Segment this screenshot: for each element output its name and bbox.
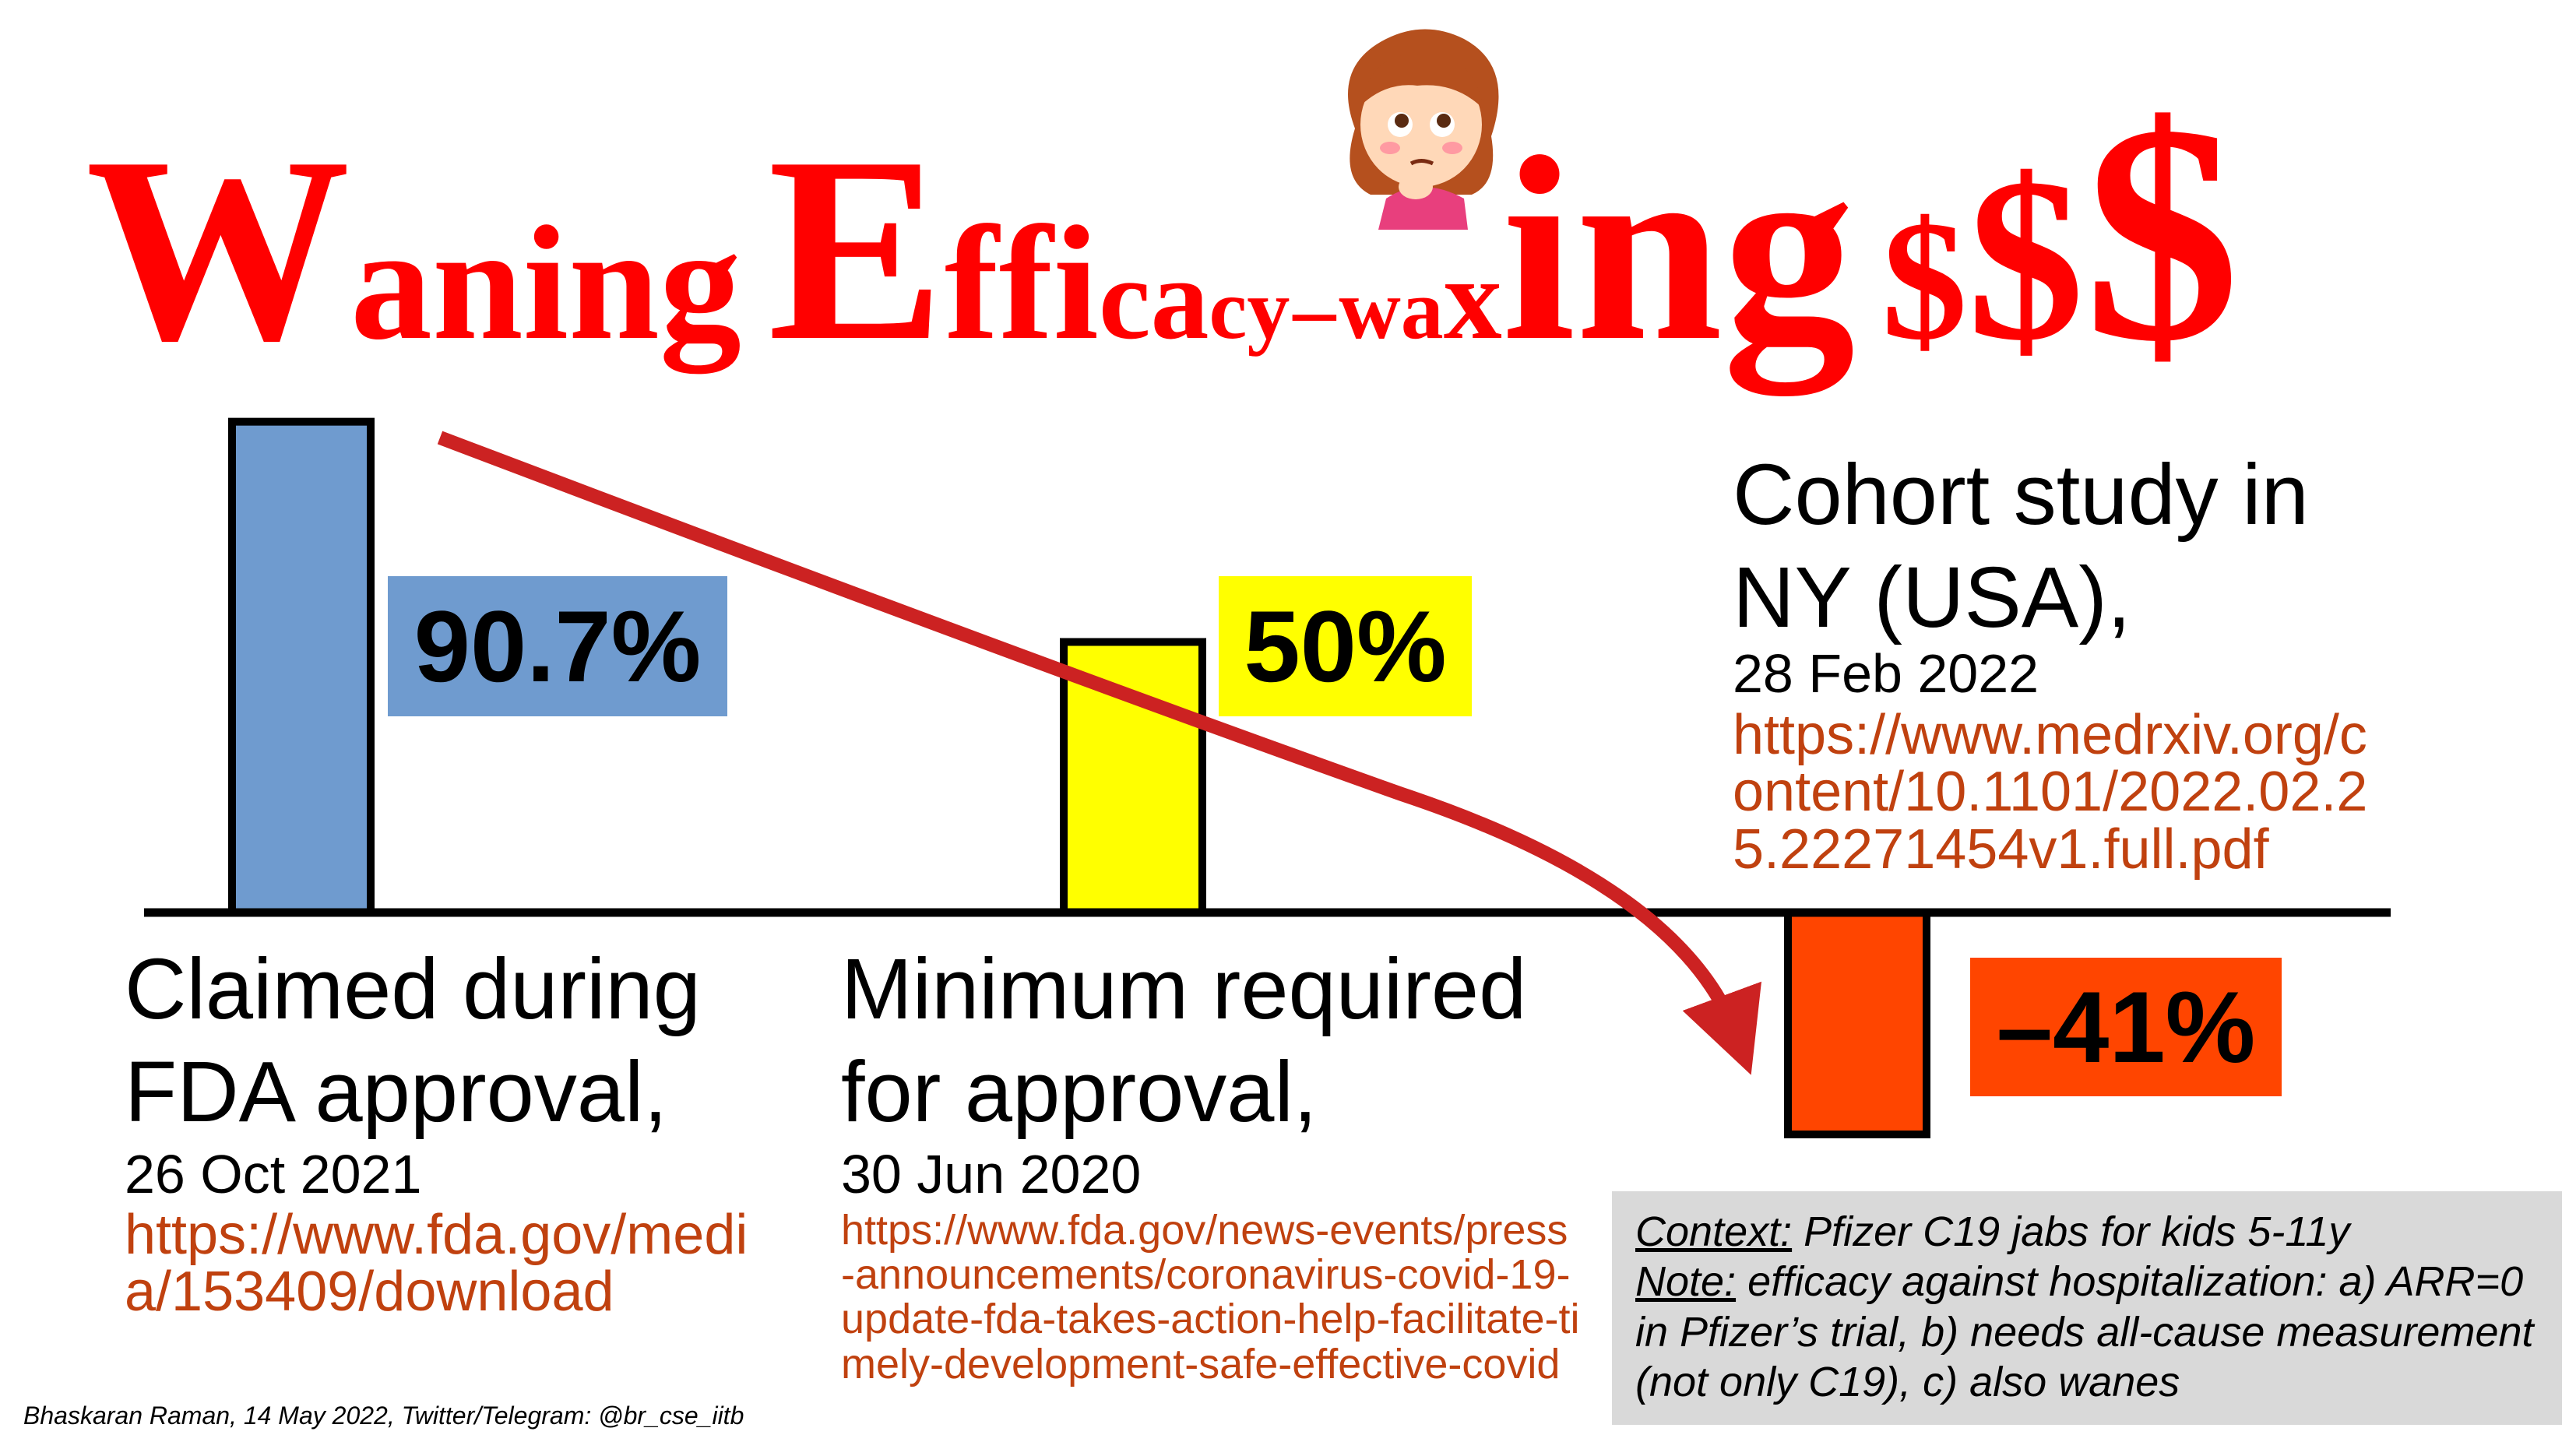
- category-1-date: 26 Oct 2021: [125, 1144, 422, 1205]
- bar-2: [1060, 638, 1206, 916]
- note-label: Note:: [1635, 1258, 1737, 1306]
- title-dollar-2: $: [1967, 130, 2085, 389]
- note-line: Note: efficacy against hospitalization: …: [1635, 1257, 2539, 1407]
- category-2-heading-line2: for approval,: [841, 1044, 1318, 1140]
- bar-3: [1784, 909, 1930, 1138]
- title-ca: ca: [1098, 234, 1209, 364]
- context-label: Context:: [1635, 1208, 1793, 1255]
- title-ffi: ffi: [944, 193, 1099, 374]
- author-credit: Bhaskaran Raman, 14 May 2022, Twitter/Te…: [23, 1402, 744, 1430]
- category-1-link[interactable]: https://www.fda.gov/media/153409/downloa…: [125, 1204, 748, 1324]
- title-aning: aning: [350, 193, 741, 374]
- category-3-heading-line1: Cohort study in: [1733, 447, 2309, 543]
- category-2-heading-line1: Minimum required: [841, 941, 1527, 1037]
- title-wa: wa: [1339, 262, 1444, 357]
- context-box: Context: Pfizer C19 jabs for kids 5-11y …: [1612, 1191, 2562, 1425]
- category-3-link[interactable]: https://www.medrxiv.org/content/10.1101/…: [1733, 704, 2368, 881]
- category-3-heading-line2: NY (USA),: [1733, 550, 2131, 645]
- category-3-date: 28 Feb 2022: [1733, 643, 2039, 704]
- trend-arrow: [437, 431, 1761, 1075]
- note-text: efficacy against hospitalization: a) ARR…: [1635, 1258, 2534, 1405]
- value-label-3: –41%: [1970, 958, 2282, 1096]
- title-x: x: [1443, 234, 1502, 364]
- category-1-heading-line1: Claimed during: [125, 941, 701, 1037]
- value-label-2: 50%: [1219, 576, 1472, 716]
- title-dollar-1: $: [1881, 185, 1968, 375]
- title-ing: ing: [1501, 102, 1856, 396]
- category-2-link[interactable]: https://www.fda.gov/news-events/press-an…: [841, 1207, 1580, 1387]
- context-text: Pfizer C19 jabs for kids 5-11y: [1792, 1208, 2350, 1255]
- category-1-heading-line2: FDA approval,: [125, 1044, 668, 1140]
- category-2-date: 30 Jun 2020: [841, 1144, 1142, 1205]
- title-dollar-3: $: [2084, 61, 2240, 406]
- title-w: W: [86, 102, 350, 396]
- category-3-heading: Cohort study in NY (USA),: [1733, 444, 2309, 649]
- category-2-heading: Minimum required for approval,: [841, 938, 1526, 1144]
- value-label-1: 90.7%: [388, 576, 727, 716]
- thinking-girl-icon: [1348, 29, 1499, 230]
- bar-1: [228, 417, 375, 916]
- title-dash: –: [1293, 262, 1336, 357]
- page-title: Waning Efficacy – waxing $$$: [86, 78, 2240, 389]
- title-e: E: [767, 102, 945, 396]
- category-1-heading: Claimed during FDA approval,: [125, 938, 701, 1144]
- context-line: Context: Pfizer C19 jabs for kids 5-11y: [1635, 1207, 2539, 1257]
- title-cy: cy: [1209, 262, 1290, 357]
